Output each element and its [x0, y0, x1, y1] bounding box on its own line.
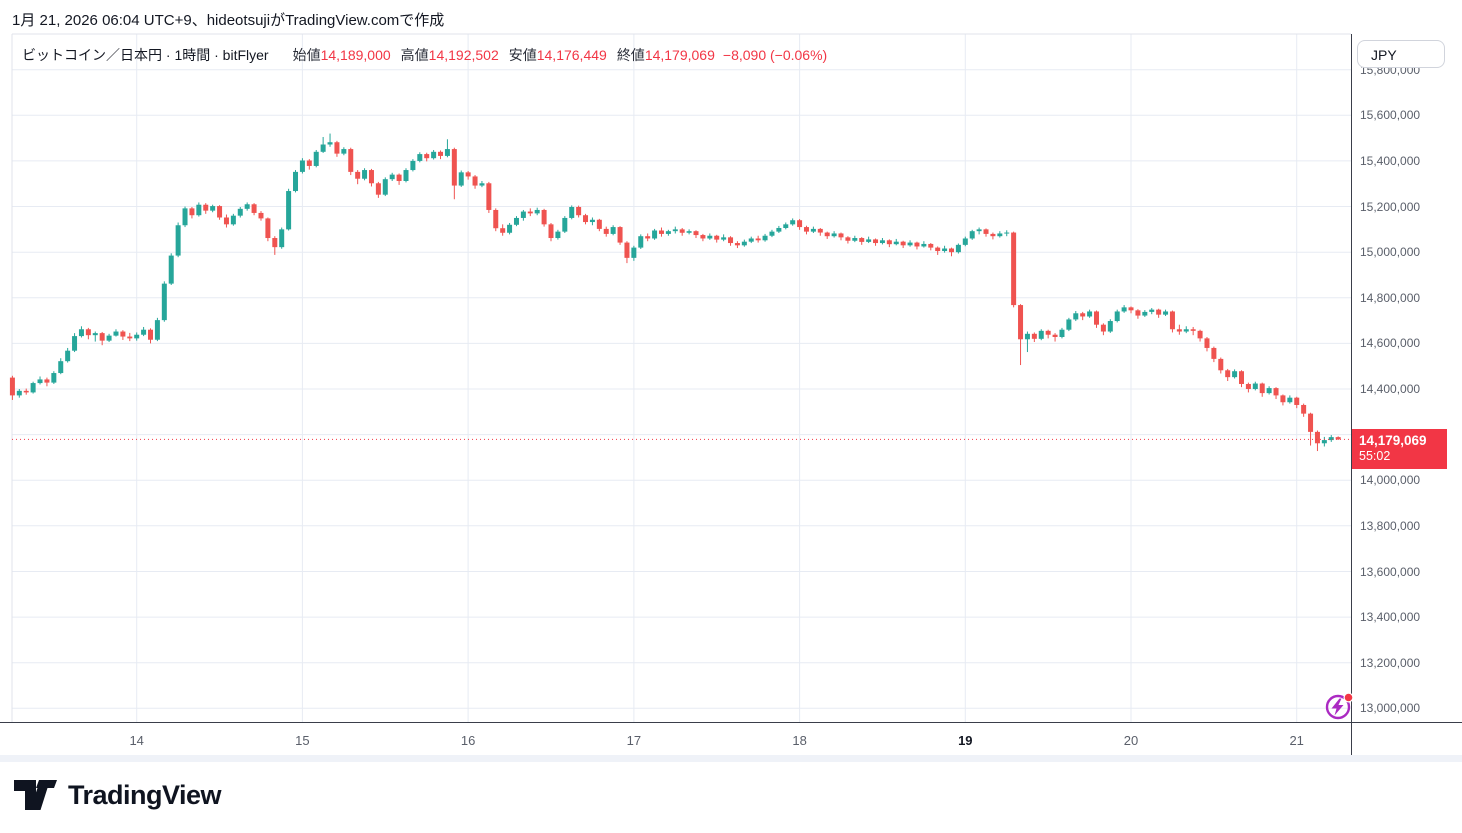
- time-axis-label: 20: [1123, 733, 1139, 748]
- bar-countdown: 55:02: [1359, 449, 1391, 464]
- price-axis-label: 14,800,000: [1360, 290, 1421, 305]
- attribution-text: 1月 21, 2026 06:04 UTC+9、hideotsujiがTradi…: [12, 12, 445, 29]
- tradingview-logo-text: TradingView: [68, 779, 222, 810]
- price-axis-label: 13,000,000: [1360, 701, 1421, 716]
- last-price-value: 14,179,069: [1359, 433, 1427, 449]
- change-value: −8,090 (−0.06%): [722, 47, 828, 63]
- last-price-badge: 14,179,069 55:02: [1352, 429, 1447, 470]
- tradingview-logo[interactable]: TradingView: [14, 779, 222, 811]
- currency-jpy-button[interactable]: JPY: [1357, 40, 1445, 68]
- price-axis-label: 13,400,000: [1360, 610, 1421, 625]
- price-axis-label: 14,400,000: [1360, 382, 1421, 396]
- widget-bottom-divider: [0, 755, 1462, 762]
- price-axis-label: 15,000,000: [1360, 245, 1421, 260]
- lightning-bolt-icon-svg: [1325, 692, 1354, 720]
- price-axis-label: 14,000,000: [1360, 473, 1421, 488]
- time-axis[interactable]: 14 15 16 17 18 19 20 21: [0, 722, 1462, 756]
- time-axis-label: 14: [129, 733, 144, 748]
- price-axis-label: 13,600,000: [1360, 564, 1421, 579]
- time-axis-label: 15: [295, 733, 310, 748]
- price-axis-label: 15,600,000: [1360, 108, 1421, 123]
- price-axis[interactable]: 13,000,000 13,200,000 13,400,000 13,600,000…: [1352, 34, 1462, 722]
- time-axis-label: 19: [958, 733, 973, 748]
- time-axis-label: 16: [460, 733, 476, 748]
- legend: ビットコイン／日本円 · 1時間 · bitFlyer 始値14,189,000 高…: [22, 45, 827, 65]
- low-value: 14,176,449: [536, 47, 607, 63]
- high-label: 高値: [400, 47, 429, 63]
- symbol-title: ビットコイン／日本円 · 1時間 · bitFlyer: [22, 47, 269, 63]
- open-label: 始値: [292, 47, 321, 63]
- price-axis-label: 15,400,000: [1360, 153, 1421, 168]
- open-value: 14,189,000: [320, 47, 391, 63]
- tradingview-mark-icon: [14, 780, 57, 810]
- time-axis-label: 21: [1289, 733, 1304, 748]
- price-axis-label: 13,200,000: [1360, 655, 1421, 670]
- price-axis-label: 13,800,000: [1360, 518, 1421, 533]
- time-axis-label: 17: [626, 733, 642, 748]
- price-axis-label: 15,200,000: [1360, 199, 1421, 214]
- time-axis-label: 18: [792, 733, 807, 748]
- high-value: 14,192,502: [428, 47, 499, 63]
- close-value: 14,179,069: [644, 47, 715, 63]
- low-label: 安値: [508, 47, 537, 63]
- price-axis-label: 14,600,000: [1360, 336, 1421, 351]
- lightning-bolt-icon[interactable]: [1322, 690, 1356, 724]
- close-label: 終値: [616, 47, 645, 63]
